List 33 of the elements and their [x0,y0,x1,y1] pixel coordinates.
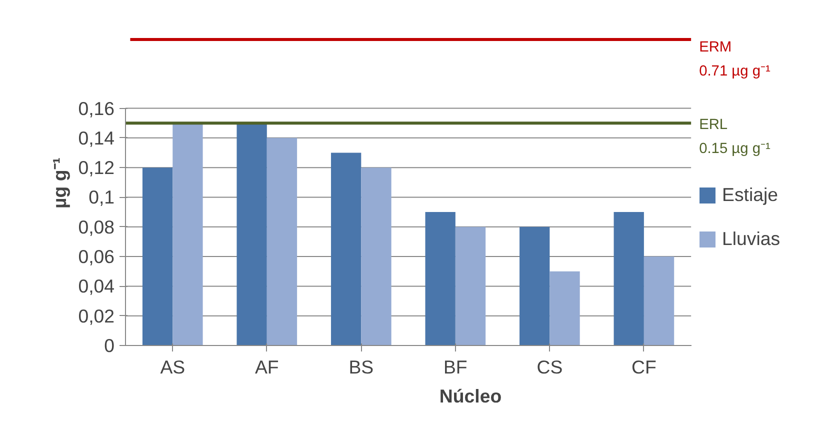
bar [172,123,203,346]
y-tick-label: 0,14 [78,127,114,148]
bar [266,138,298,346]
bar [425,212,456,346]
bar [455,226,486,346]
x-tick-label: BF [444,356,468,378]
x-tick-label: CS [536,356,563,378]
legend-label: Estiaje [722,184,778,206]
x-tick-label: BS [348,356,374,378]
bar [550,271,580,346]
y-tick-label: 0,08 [78,216,114,238]
y-axis-title: µg g⁻¹ [49,158,70,208]
y-tick-label: 0,04 [78,276,114,297]
y-tick-label: 0,1 [88,186,115,208]
x-tick-label: AF [254,356,279,378]
y-tick-label: 0 [104,335,115,356]
bar [644,256,674,346]
ref-line-label: ERL 0.15 µg g⁻¹ [699,117,770,158]
bar [330,152,362,346]
bar [236,123,267,346]
bar [142,168,173,346]
y-tick-label: 0,06 [78,246,114,268]
y-tick-label: 0,12 [78,157,114,178]
bar [361,168,392,346]
text: ERM 0.71 µg g⁻¹ [699,39,770,80]
x-tick-label: CF [632,356,656,378]
legend-label: Lluvias [722,228,780,250]
bar [614,212,644,346]
x-tick-label: AS [160,356,186,378]
bar [520,226,550,346]
y-tick-label: 0,16 [78,98,114,119]
y-tick-label: 0,02 [78,305,114,326]
x-axis-title: Núcleo [439,386,502,406]
